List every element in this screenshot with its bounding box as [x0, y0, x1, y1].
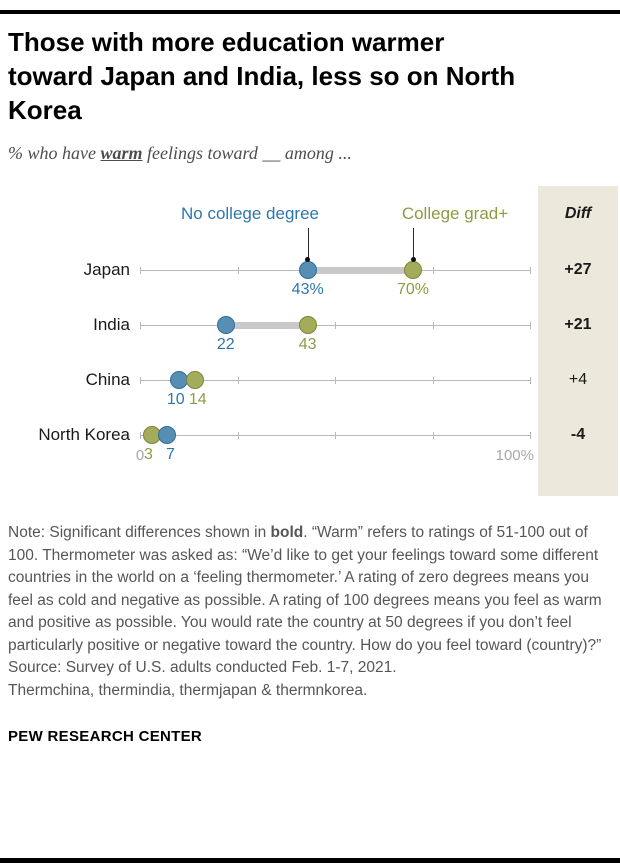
legend-pointer-line — [307, 228, 309, 261]
dumbbell-connector — [307, 267, 413, 275]
pew-research-center-wordmark: PEW RESEARCH CENTER — [8, 728, 203, 746]
note-text-continued: . “Warm” refers to ratings of 51-100 out… — [8, 524, 602, 654]
diff-column-header: Diff — [564, 205, 592, 223]
subtitle-emphasis: warm — [100, 143, 143, 164]
axis-tick — [140, 432, 141, 440]
axis-tick — [335, 377, 336, 385]
axis-tick — [432, 432, 434, 440]
value-label-no-college-degree: 10 — [166, 391, 185, 409]
dot-no-college-degree — [216, 316, 235, 335]
diff-value: +21 — [564, 316, 592, 334]
axis-tick — [237, 432, 239, 440]
axis-tick — [530, 377, 531, 385]
axis-tick — [530, 267, 531, 275]
category-label: Japan — [83, 260, 130, 280]
note-text: Note: Significant differences shown in — [8, 524, 271, 542]
category-label: China — [85, 370, 130, 390]
bottom-divider — [0, 858, 620, 863]
axis-tick — [335, 432, 336, 440]
value-label-college-grad: 14 — [188, 391, 207, 409]
axis-tick — [530, 322, 531, 330]
category-label: India — [93, 315, 130, 335]
axis-tick — [140, 322, 141, 330]
page-title: Those with more education warmer toward … — [8, 27, 516, 125]
category-label: North Korea — [38, 425, 130, 445]
dot-college-grad — [185, 371, 204, 390]
value-label-college-grad: 3 — [144, 446, 153, 464]
value-label-no-college-degree: 22 — [216, 336, 235, 354]
axis-tick — [237, 267, 239, 275]
legend-label-no-college-degree: No college degree — [181, 204, 319, 224]
axis-tick — [432, 322, 434, 330]
chart-area: Diff No college degree College grad+ Jap… — [0, 184, 620, 500]
legend-pointer-endpoint-dot — [305, 257, 311, 263]
value-label-no-college-degree: 7 — [166, 446, 175, 464]
diff-column-background — [538, 186, 618, 497]
dot-no-college-degree — [298, 261, 317, 280]
diff-value: -4 — [570, 426, 586, 444]
axis-min-label: 0 — [135, 447, 145, 465]
subtitle-suffix: feelings toward __ among ... — [142, 143, 352, 164]
axis-tick — [140, 377, 141, 385]
source-line: Source: Survey of U.S. adults conducted … — [8, 659, 397, 677]
legend-pointer-line — [413, 228, 414, 261]
axis-tick — [432, 377, 434, 385]
axis-tick — [530, 432, 531, 440]
axis-tick — [335, 322, 336, 330]
dot-college-grad — [298, 316, 317, 335]
value-label-college-grad: 43 — [298, 336, 317, 354]
dot-no-college-degree — [158, 426, 177, 445]
value-label-no-college-degree: 43% — [291, 281, 324, 299]
diff-value: +4 — [568, 371, 588, 389]
top-divider — [0, 10, 620, 14]
axis-max-label: 100% — [495, 447, 534, 465]
legend-label-college-grad: College grad+ — [401, 204, 509, 224]
subtitle-prefix: % who have — [8, 143, 101, 164]
axis-tick — [432, 267, 434, 275]
dumbbell-connector — [225, 322, 308, 330]
axis-tick — [140, 267, 141, 275]
axis-tick — [237, 377, 239, 385]
legend-pointer-endpoint-dot — [410, 257, 416, 263]
notes: Note: Significant differences shown in b… — [8, 522, 610, 702]
note-bold-word: bold — [270, 524, 304, 542]
page-subtitle: % who have warm feelings toward __ among… — [8, 143, 610, 164]
variables-line: Thermchina, thermindia, thermjapan & the… — [8, 681, 368, 699]
value-label-college-grad: 70% — [396, 281, 430, 299]
diff-value: +27 — [564, 261, 592, 279]
dot-college-grad — [404, 261, 422, 280]
